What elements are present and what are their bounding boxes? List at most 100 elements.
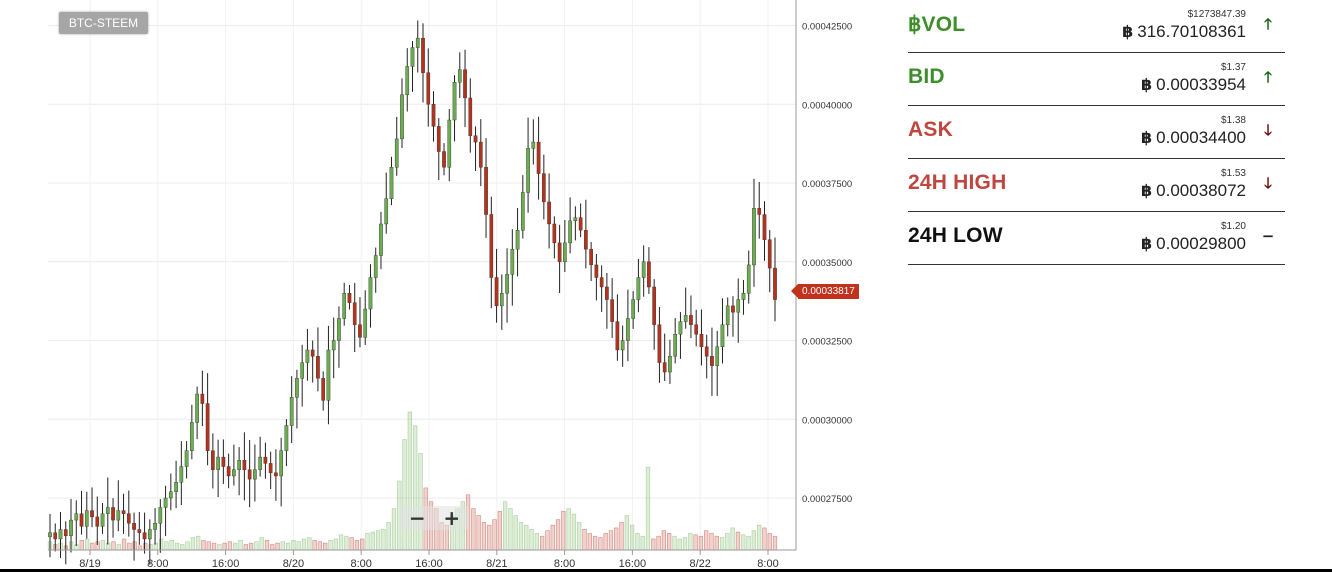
candle-body (394, 138, 399, 168)
candle-body (90, 510, 94, 518)
volume-bar (476, 515, 481, 551)
volume-bar (328, 540, 333, 551)
stat-value: 0.00034400 (1156, 128, 1246, 147)
volume-bar (164, 541, 169, 551)
x-tick-label: 8/19 (79, 558, 100, 570)
zoom-in-button[interactable]: + (443, 506, 461, 530)
volume-bar (772, 535, 778, 551)
candle-body (542, 173, 546, 203)
volume-bar (90, 542, 95, 551)
candle-body (589, 248, 593, 266)
candle-body (668, 356, 672, 373)
candle-body (237, 460, 241, 470)
x-tick-label: 16:00 (415, 558, 443, 570)
candle-body (211, 450, 215, 470)
volume-bar (582, 528, 587, 551)
candle-body (184, 450, 189, 467)
candle-body (584, 230, 588, 250)
volume-bar (185, 541, 190, 551)
volume-bar (264, 540, 270, 551)
x-tick-label: 8/21 (486, 558, 507, 570)
candle-body (731, 305, 735, 313)
bitcoin-icon: ฿ (1141, 75, 1153, 94)
volume-bar (481, 522, 487, 551)
page-bottom-border (0, 569, 1332, 572)
volume-bar (571, 513, 577, 551)
candle-body (321, 378, 326, 401)
bitcoin-icon: ฿ (1122, 22, 1134, 41)
volume-bar (217, 544, 222, 551)
candle-body (169, 491, 173, 499)
volume-bar (148, 544, 153, 551)
volume-bar (344, 535, 349, 551)
stat-row-ask: ASK $1.38 ฿ 0.00034400 🡓 (908, 106, 1285, 159)
candle-body (405, 66, 410, 96)
volume-bar (725, 533, 730, 551)
volume-bar (608, 530, 614, 551)
volume-bar (677, 538, 682, 551)
volume-bar (746, 535, 751, 551)
candle-body (478, 141, 483, 168)
candle-body (746, 264, 751, 294)
volume-bar (254, 541, 259, 551)
candle-body (79, 513, 84, 527)
candle-body (457, 69, 462, 83)
volume-bar (709, 533, 714, 551)
price-chart[interactable]: 0.00042500 0.00040000 0.00037500 0.00035000… (0, 0, 880, 572)
candle-body (447, 119, 452, 168)
candle-body (662, 362, 667, 373)
candle-body (421, 37, 425, 73)
candle-body (289, 397, 294, 426)
volume-bar (296, 541, 301, 551)
candle-body (53, 532, 58, 540)
volume-bar (624, 515, 629, 551)
candle-body (741, 293, 746, 300)
candle-body (773, 267, 777, 300)
candle-body (605, 286, 609, 300)
volume-bar (275, 542, 280, 551)
y-tick-label: 0.00037500 (802, 179, 852, 190)
volume-bar (603, 533, 608, 551)
volume-bar (555, 519, 561, 551)
candle-body (132, 523, 136, 530)
volume-bar (661, 530, 667, 551)
candle-body (536, 141, 541, 174)
candle-body (337, 318, 341, 341)
volume-bar (508, 508, 513, 551)
volume-bar (301, 538, 307, 551)
candle-body (526, 148, 530, 193)
stat-row-volume: ฿VOL $1273847.39 ฿ 316.70108361 🡑 (908, 0, 1285, 53)
volume-bar (248, 542, 254, 551)
volume-bar (259, 537, 264, 551)
candle-body (326, 349, 331, 401)
candle-body (358, 324, 362, 338)
candle-body (242, 460, 247, 470)
candle-body (153, 523, 157, 530)
candle-body (752, 208, 756, 266)
candle-body (442, 151, 446, 168)
volume-bar (487, 524, 492, 551)
volume-bar (704, 530, 709, 551)
candle-body (431, 104, 436, 127)
volume-bar (79, 540, 84, 551)
candle-body (473, 135, 478, 143)
candle-body (647, 261, 651, 288)
candle-body (111, 507, 115, 521)
x-tick-label: 8/22 (689, 558, 710, 570)
candle-body (626, 318, 630, 341)
zoom-out-button[interactable]: − (408, 506, 426, 530)
candle-body (158, 507, 163, 524)
candle-body (767, 239, 772, 269)
volume-bar (619, 522, 624, 551)
candle-body (268, 463, 273, 474)
candle-body (58, 529, 63, 540)
candle-body (347, 293, 352, 303)
candle-body (300, 362, 305, 379)
volume-bar (333, 538, 338, 551)
volume-bar (402, 439, 407, 551)
candle-body (510, 248, 515, 275)
pair-label: BTC-STEEM (59, 12, 148, 34)
candlestick-chart[interactable]: 0.00042500 0.00040000 0.00037500 0.00035000… (0, 0, 880, 572)
candle-body (410, 47, 415, 67)
candle-body (563, 242, 567, 262)
